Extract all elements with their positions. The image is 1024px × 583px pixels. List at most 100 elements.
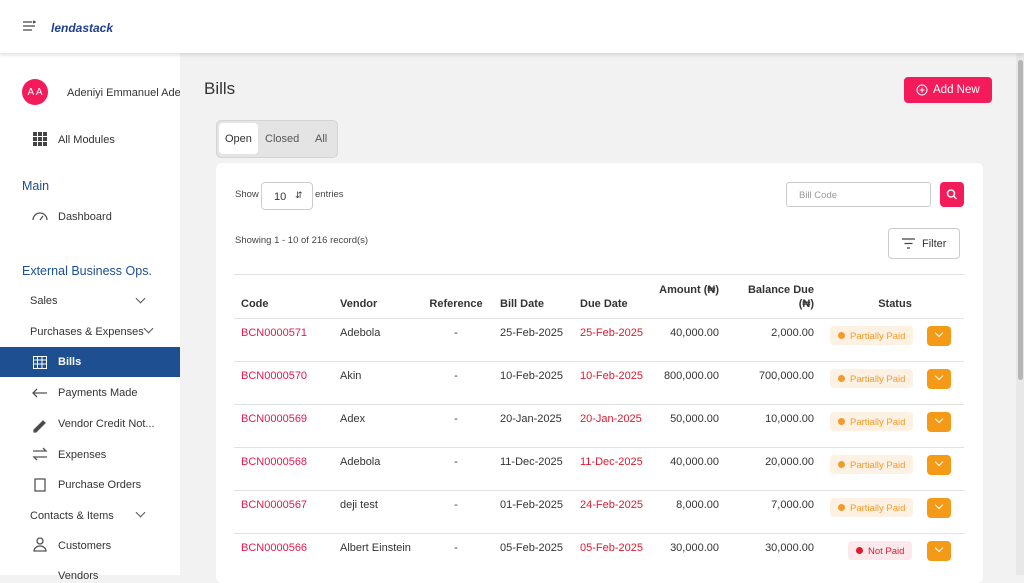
status-badge: Partially Paid bbox=[830, 412, 914, 431]
row-action[interactable] bbox=[927, 541, 951, 561]
row-divider bbox=[234, 404, 964, 405]
tab[interactable]: Closed bbox=[265, 133, 300, 145]
nav-item[interactable]: Sales bbox=[30, 295, 58, 307]
page-size-select[interactable]: 10 ⇵ bbox=[261, 182, 313, 210]
bill-code[interactable]: BCN0000568 bbox=[241, 456, 308, 468]
status-badge: Partially Paid bbox=[830, 498, 914, 517]
records-text: Showing 1 - 10 of 216 record(s) bbox=[235, 235, 369, 246]
bill-code[interactable]: BCN0000566 bbox=[241, 542, 308, 554]
sidebar bbox=[0, 53, 180, 575]
brand[interactable]: lendastack bbox=[51, 21, 114, 35]
status-badge: Partially Paid bbox=[830, 369, 914, 388]
row-action[interactable] bbox=[927, 326, 951, 346]
cell: 30,000.00 bbox=[765, 542, 814, 554]
cell: Akin bbox=[340, 370, 362, 382]
nav-item[interactable]: Payments Made bbox=[58, 387, 138, 399]
column-header: Reference bbox=[429, 298, 483, 310]
all-modules[interactable]: All Modules bbox=[58, 134, 115, 146]
nav-item[interactable]: Purchases & Expenses bbox=[30, 326, 144, 338]
cell: 10,000.00 bbox=[765, 413, 814, 425]
status-badge: Partially Paid bbox=[830, 326, 914, 345]
page-size: 10 bbox=[274, 191, 287, 203]
row-action[interactable] bbox=[927, 369, 951, 389]
column-header: Due Date bbox=[580, 298, 628, 310]
nav-item[interactable]: Vendor Credit Not... bbox=[58, 418, 155, 430]
cell: 11-Dec-2025 bbox=[580, 456, 643, 468]
tab-active-bg bbox=[219, 123, 258, 154]
bill-code[interactable]: BCN0000570 bbox=[241, 370, 308, 382]
column-header: Status bbox=[878, 298, 912, 310]
status-badge: Not Paid bbox=[848, 541, 913, 560]
cell: 700,000.00 bbox=[758, 370, 814, 382]
cell: - bbox=[454, 327, 458, 339]
row-divider bbox=[234, 490, 964, 491]
cell: 10-Feb-2025 bbox=[580, 370, 643, 382]
nav-icons bbox=[32, 212, 48, 221]
tab[interactable]: Open bbox=[225, 133, 252, 145]
cell: - bbox=[454, 499, 458, 511]
nav-item[interactable]: Expenses bbox=[58, 449, 107, 461]
modules-icon bbox=[33, 132, 47, 146]
nav-item[interactable]: Contacts & Items bbox=[30, 510, 114, 522]
cell: 05-Feb-2025 bbox=[500, 542, 563, 554]
cell: 8,000.00 bbox=[676, 499, 719, 511]
cell: - bbox=[454, 456, 458, 468]
cell: - bbox=[454, 413, 458, 425]
nav-item-active[interactable]: Bills bbox=[0, 347, 180, 377]
cell: Adex bbox=[340, 413, 366, 425]
row-action[interactable] bbox=[927, 412, 951, 432]
cell: Albert Einstein bbox=[340, 542, 411, 554]
cell: 50,000.00 bbox=[670, 413, 719, 425]
cell: 25-Feb-2025 bbox=[580, 327, 643, 339]
divider bbox=[234, 274, 964, 275]
nav-item[interactable]: Purchase Orders bbox=[58, 479, 142, 491]
bill-code[interactable]: BCN0000567 bbox=[241, 499, 308, 511]
cell: 20,000.00 bbox=[765, 456, 814, 468]
search-button[interactable] bbox=[940, 182, 964, 207]
cell: 800,000.00 bbox=[663, 370, 719, 382]
status-badge: Partially Paid bbox=[830, 455, 914, 474]
header: lendastack bbox=[0, 0, 1024, 53]
nav-item[interactable]: Dashboard bbox=[58, 211, 112, 223]
select-arrows: ⇵ bbox=[295, 190, 303, 200]
menu-icon[interactable] bbox=[22, 20, 36, 32]
row-action[interactable] bbox=[927, 498, 951, 518]
filter-icon bbox=[902, 238, 915, 249]
column-header: Balance Due (₦) bbox=[747, 284, 814, 310]
divider bbox=[234, 318, 964, 319]
cell: 40,000.00 bbox=[670, 327, 719, 339]
tab[interactable]: All bbox=[315, 133, 328, 145]
cell: 40,000.00 bbox=[670, 456, 719, 468]
bill-code[interactable]: BCN0000569 bbox=[241, 413, 308, 425]
cell: deji test bbox=[340, 499, 378, 511]
row-divider bbox=[234, 533, 964, 534]
bills-icon bbox=[33, 356, 47, 369]
section-title: Main bbox=[22, 179, 50, 193]
row-divider bbox=[234, 447, 964, 448]
nav-item[interactable]: Vendors bbox=[58, 570, 99, 582]
cell: 10-Feb-2025 bbox=[500, 370, 563, 382]
row-action[interactable] bbox=[927, 455, 951, 475]
cell: 7,000.00 bbox=[771, 499, 814, 511]
show-label: Show bbox=[235, 189, 259, 200]
page-title: Bills bbox=[204, 79, 236, 98]
bill-code[interactable]: BCN0000571 bbox=[241, 327, 308, 339]
avatar[interactable]: A A bbox=[22, 79, 48, 105]
entries-label: entries bbox=[315, 189, 344, 200]
nav-item[interactable]: Customers bbox=[58, 540, 112, 552]
section-title: External Business Ops. bbox=[22, 264, 152, 278]
cell: 20-Jan-2025 bbox=[500, 413, 562, 425]
cell: 05-Feb-2025 bbox=[580, 542, 643, 554]
scroll-thumb[interactable] bbox=[1018, 60, 1023, 380]
row-divider bbox=[234, 361, 964, 362]
column-header: Code bbox=[241, 298, 269, 310]
search-input[interactable]: Bill Code bbox=[786, 182, 931, 207]
nav-icons bbox=[32, 388, 48, 552]
filter-button[interactable]: Filter bbox=[888, 228, 960, 259]
add-button[interactable]: Add New bbox=[904, 77, 992, 103]
cell: - bbox=[454, 542, 458, 554]
cell: 25-Feb-2025 bbox=[500, 327, 563, 339]
plus-icon bbox=[916, 84, 928, 96]
cell: 01-Feb-2025 bbox=[500, 499, 563, 511]
